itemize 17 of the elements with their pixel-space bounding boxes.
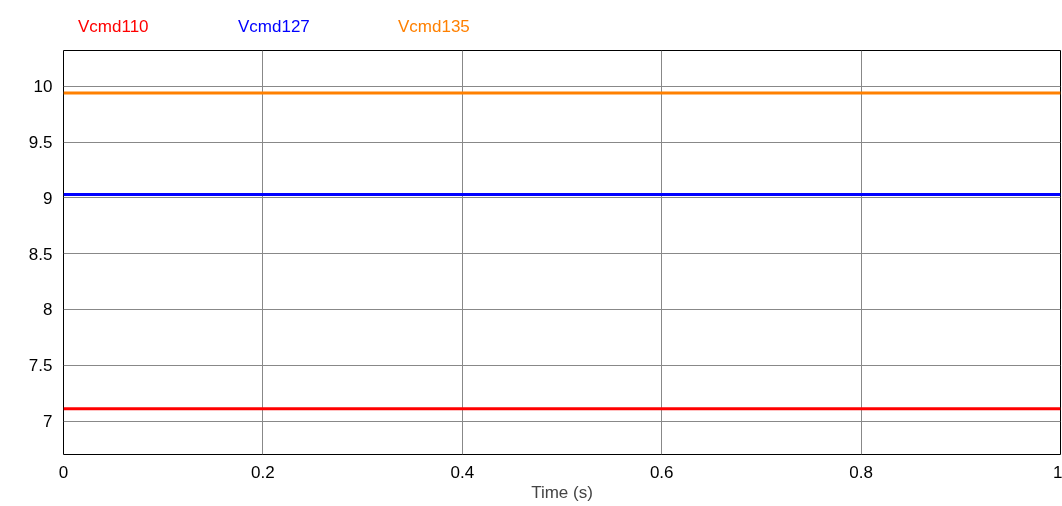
y-tick-label: 10 [33, 77, 53, 97]
y-tick-label: 7.5 [28, 356, 53, 376]
x-tick-label: 1 [1053, 462, 1062, 482]
x-tick-label: 0.4 [450, 462, 475, 482]
y-tick-label: 9.5 [28, 133, 53, 153]
x-tick-label: 0.6 [649, 462, 674, 482]
y-tick-label: 9 [43, 188, 53, 208]
y-tick-label: 8.5 [28, 244, 53, 264]
x-axis-title: Time (s) [531, 482, 593, 502]
x-tick-label: 0 [58, 462, 69, 482]
text: Vcmd135 [398, 16, 470, 38]
x-tick-label: 0.2 [251, 462, 275, 482]
text: Vcmd127 [238, 16, 310, 38]
y-tick-label: 7 [43, 412, 53, 432]
y-tick-label: 8 [43, 300, 53, 320]
text: Vcmd110 [78, 16, 149, 38]
x-tick-label: 0.8 [849, 462, 873, 482]
